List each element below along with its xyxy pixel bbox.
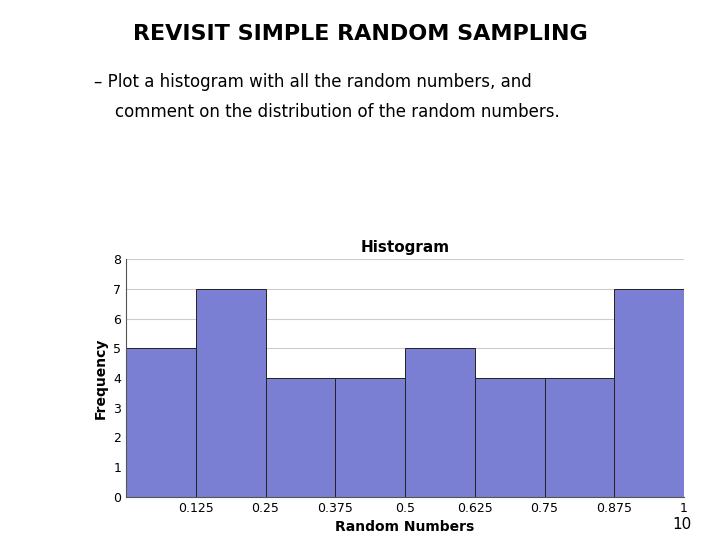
- Bar: [614, 289, 684, 497]
- Bar: [405, 348, 474, 497]
- Bar: [266, 378, 336, 497]
- Text: comment on the distribution of the random numbers.: comment on the distribution of the rando…: [94, 103, 559, 120]
- Bar: [336, 378, 405, 497]
- Text: REVISIT SIMPLE RANDOM SAMPLING: REVISIT SIMPLE RANDOM SAMPLING: [132, 24, 588, 44]
- Text: 10: 10: [672, 517, 691, 532]
- Title: Histogram: Histogram: [361, 240, 449, 255]
- Bar: [126, 348, 196, 497]
- X-axis label: Random Numbers: Random Numbers: [336, 520, 474, 534]
- Bar: [544, 378, 614, 497]
- Bar: [474, 378, 544, 497]
- Text: – Plot a histogram with all the random numbers, and: – Plot a histogram with all the random n…: [94, 73, 531, 91]
- Bar: [196, 289, 266, 497]
- Y-axis label: Frequency: Frequency: [94, 338, 107, 418]
